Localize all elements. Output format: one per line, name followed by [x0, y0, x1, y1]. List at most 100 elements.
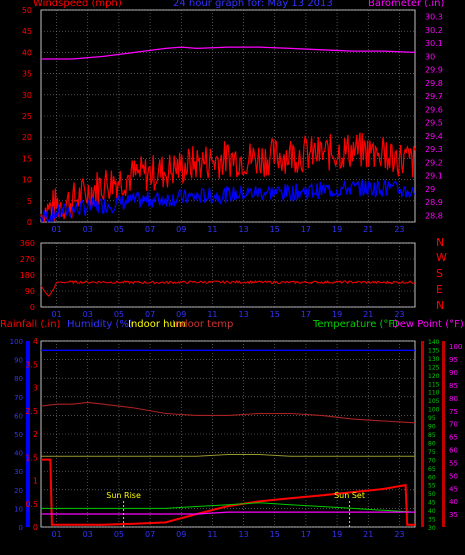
- humidity-y-tick: 30: [14, 468, 23, 476]
- dewpoint-axis-title: Dew Point (°F): [392, 319, 464, 330]
- dewpoint-y-tick: 80: [449, 395, 458, 403]
- indoor-temp-legend: Indoor temp: [172, 319, 234, 330]
- panel-2-x-tick: 23: [394, 310, 404, 319]
- barometer-series: [41, 46, 416, 60]
- wind-gust-series: [40, 132, 416, 223]
- rainfall-y-tick: 4: [33, 337, 38, 346]
- dewpoint-y-tick: 60: [449, 447, 458, 455]
- rainfall-y-tick: 3: [33, 384, 38, 393]
- humidity-y-tick: 70: [14, 394, 23, 402]
- wind-y-tick: 45: [22, 27, 32, 36]
- wind-dir-label-e: E: [436, 283, 443, 296]
- temperature-axis-bar: [421, 341, 424, 527]
- sun-set-label: Sun Set: [334, 491, 365, 500]
- panel-1-x-tick: 19: [332, 225, 342, 234]
- barometer-y-tick: 29.4: [425, 132, 443, 141]
- dewpoint-y-tick: 65: [449, 434, 458, 442]
- panel-2-x-tick: 01: [51, 310, 61, 319]
- dewpoint-y-tick: 40: [449, 498, 458, 506]
- wind-avg-series: [40, 178, 416, 224]
- wind-dir-y-tick: 0: [30, 303, 35, 312]
- temperature-y-tick: 35: [428, 517, 436, 524]
- rainfall-y-tick: 1: [33, 477, 38, 486]
- panel-1-x-tick: 13: [238, 225, 248, 234]
- panel-3-x-tick: 17: [301, 530, 311, 539]
- indoor-temp-series: [40, 401, 416, 424]
- wind-dir-label-n-bottom: N: [436, 299, 445, 312]
- panel-3-x-tick: 13: [238, 530, 248, 539]
- barometer-y-tick: 29.3: [425, 145, 443, 154]
- sun-rise-label: Sun Rise: [106, 491, 141, 500]
- dewpoint-y-tick: 95: [449, 356, 458, 364]
- temperature-y-tick: 75: [428, 449, 436, 456]
- wind-direction-series: [40, 280, 416, 297]
- rainfall-y-tick: 3.5: [25, 360, 38, 369]
- panel-2-x-tick: 09: [176, 310, 186, 319]
- temperature-y-tick: 55: [428, 483, 436, 490]
- panel-2-x-tick: 07: [145, 310, 155, 319]
- dewpoint-y-tick: 35: [449, 511, 458, 519]
- wind-dir-y-tick: 360: [20, 239, 35, 248]
- panel-2-x-tick: 19: [332, 310, 342, 319]
- humidity-y-tick: 100: [10, 338, 23, 346]
- barometer-y-tick: 30.2: [425, 26, 443, 35]
- wind-y-tick: 20: [22, 133, 32, 142]
- temperature-y-tick: 50: [428, 491, 436, 498]
- dewpoint-axis-bar: [442, 341, 445, 527]
- panel-3-x-tick: 01: [51, 530, 61, 539]
- wind-y-tick: 0: [27, 218, 32, 227]
- wind-dir-label-w: W: [436, 251, 447, 264]
- rainfall-y-tick: 2.5: [25, 407, 38, 416]
- temperature-y-tick: 95: [428, 415, 436, 422]
- humidity-y-tick: 80: [14, 375, 23, 383]
- dewpoint-y-tick: 45: [449, 485, 458, 493]
- panel-1-x-tick: 07: [145, 225, 155, 234]
- temperature-y-tick: 60: [428, 474, 436, 481]
- temperature-y-tick: 100: [428, 407, 440, 414]
- panel-1-x-tick: 03: [83, 225, 93, 234]
- rainfall-series: [41, 458, 415, 526]
- panel-2-x-tick: 15: [270, 310, 280, 319]
- temperature-y-tick: 125: [428, 364, 440, 371]
- barometer-y-tick: 29.6: [425, 105, 443, 114]
- barometer-y-tick: 29.1: [425, 172, 443, 181]
- panel-2-x-tick: 05: [114, 310, 124, 319]
- panel-1-x-tick: 05: [114, 225, 124, 234]
- humidity-y-tick: 50: [14, 431, 23, 439]
- panel-1-x-tick: 09: [176, 225, 186, 234]
- panel-1-x-tick: 01: [51, 225, 61, 234]
- barometer-y-tick: 28.9: [425, 198, 443, 207]
- humidity-y-tick: 40: [14, 450, 23, 458]
- rainfall-y-tick: 0: [33, 523, 38, 532]
- temperature-y-tick: 140: [428, 339, 440, 346]
- barometer-y-tick: 28.8: [425, 211, 443, 220]
- temperature-y-tick: 115: [428, 381, 440, 388]
- panel-3-x-tick: 09: [176, 530, 186, 539]
- barometer-y-tick: 29.5: [425, 119, 443, 128]
- dewpoint-y-tick: 50: [449, 472, 458, 480]
- panel-2-x-tick: 11: [207, 310, 217, 319]
- barometer-axis-title: Barometer (.in): [368, 0, 445, 9]
- graph-title: 24 hour graph for: May 13 2013: [173, 0, 333, 9]
- rainfall-y-tick: 0.5: [25, 500, 38, 509]
- rainfall-axis-title: Rainfall (.in): [0, 319, 61, 330]
- barometer-y-tick: 30: [425, 52, 435, 61]
- panel-2-x-tick: 21: [363, 310, 373, 319]
- wind-dir-y-tick: 270: [20, 255, 35, 264]
- temperature-axis-title: Temperature (°F): [313, 319, 399, 330]
- rainfall-y-tick: 2: [33, 430, 38, 439]
- panel-2-x-tick: 17: [301, 310, 311, 319]
- wind-dir-label-n-top: N: [436, 236, 445, 249]
- barometer-y-tick: 29: [425, 185, 435, 194]
- dewpoint-y-tick: 75: [449, 408, 458, 416]
- wind-y-tick: 35: [22, 70, 32, 79]
- panel-1-x-tick: 21: [363, 225, 373, 234]
- panel-2-x-tick: 03: [83, 310, 93, 319]
- panel-1-x-tick: 11: [207, 225, 217, 234]
- panel-3-x-tick: 23: [394, 530, 404, 539]
- wind-y-tick: 40: [22, 48, 32, 57]
- temperature-y-tick: 70: [428, 457, 436, 464]
- windspeed-axis-title: Windspeed (mph): [33, 0, 122, 9]
- dewpoint-y-tick: 85: [449, 382, 458, 390]
- panel-3-x-tick: 05: [114, 530, 124, 539]
